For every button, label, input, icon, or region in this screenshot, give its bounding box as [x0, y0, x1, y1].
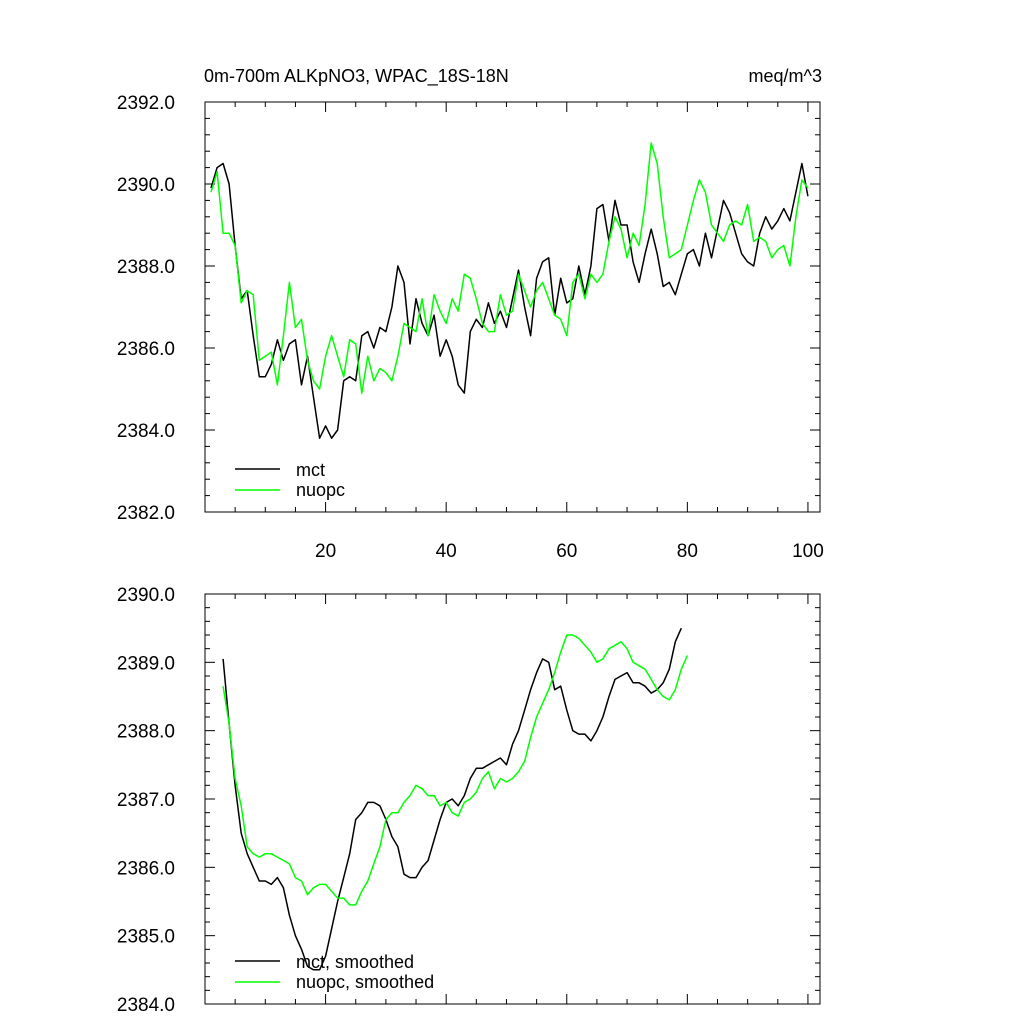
- y-tick-label: 2384.0: [117, 421, 175, 442]
- y-tick-label: 2389.0: [117, 653, 175, 674]
- legend-label-mct-smoothed: mct, smoothed: [296, 952, 414, 972]
- series-lines: [210, 142, 809, 439]
- series-line-nuopc-smoothed: [222, 634, 689, 906]
- bottom-panel: 2384.0 2385.0 2386.0 2387.0 2388.0 2389.0 2390…: [117, 585, 821, 1016]
- x-tick-label: 60: [556, 541, 577, 562]
- legend-label-nuopc: nuopc: [296, 480, 345, 500]
- x-tick-label: 80: [677, 541, 698, 562]
- plot-frame: [204, 101, 821, 513]
- y-axis: 2382.0 2384.0 2386.0 2388.0 2390.0 2392.0: [117, 93, 820, 524]
- y-tick-label: 2387.0: [117, 790, 175, 811]
- y-tick-label: 2385.0: [117, 927, 175, 948]
- y-tick-label: 2390.0: [117, 585, 175, 606]
- series-line-mct-smoothed: [222, 627, 682, 971]
- x-tick-label: 100: [792, 541, 824, 562]
- x-axis: 20 40 60 80 100: [234, 102, 824, 562]
- series-line-nuopc: [210, 142, 809, 394]
- legend: mct nuopc: [235, 460, 345, 500]
- y-tick-label: 2388.0: [117, 722, 175, 743]
- chart-title: 0m-700m ALKpNO3, WPAC_18S-18N: [204, 66, 509, 87]
- top-panel: 0m-700m ALKpNO3, WPAC_18S-18N meq/m^3 23…: [117, 66, 824, 562]
- y-tick-label: 2382.0: [117, 503, 175, 524]
- legend-label-mct: mct: [296, 460, 325, 480]
- y-tick-label: 2386.0: [117, 339, 175, 360]
- y-axis: 2384.0 2385.0 2386.0 2387.0 2388.0 2389.0 2390…: [117, 585, 820, 1016]
- legend: mct, smoothed nuopc, smoothed: [235, 952, 434, 992]
- y-tick-label: 2386.0: [117, 858, 175, 879]
- y-tick-label: 2392.0: [117, 93, 175, 114]
- y-tick-label: 2388.0: [117, 257, 175, 278]
- series-lines: [222, 627, 689, 971]
- x-tick-label: 20: [315, 541, 336, 562]
- y-tick-label: 2390.0: [117, 175, 175, 196]
- x-axis: [234, 594, 809, 1004]
- x-tick-label: 40: [436, 541, 457, 562]
- y-tick-label: 2384.0: [117, 995, 175, 1016]
- chart-units: meq/m^3: [749, 66, 822, 86]
- legend-label-nuopc-smoothed: nuopc, smoothed: [296, 972, 434, 992]
